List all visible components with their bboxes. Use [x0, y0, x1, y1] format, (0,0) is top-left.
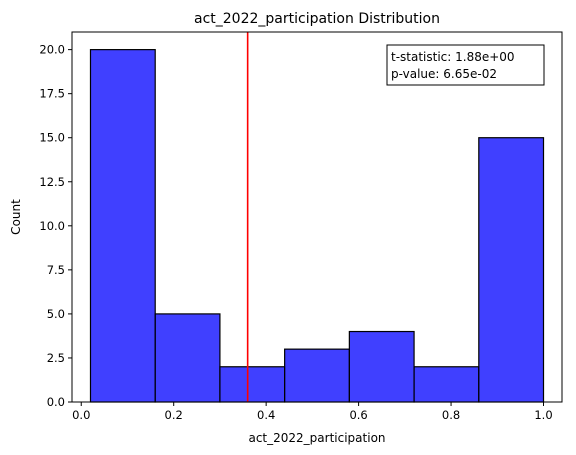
y-tick-label: 2.5: [47, 351, 65, 365]
histogram-bar-4: [284, 348, 350, 403]
y-axis-label: Count: [9, 199, 23, 235]
histogram-bar-7: [478, 137, 545, 403]
x-axis-label: act_2022_participation: [248, 431, 385, 445]
y-axis-ticks: 0.0 2.5 5.0 7.5 10.0 12.5 15.0 17.5 20.0: [39, 43, 72, 409]
y-tick-label: 15.0: [39, 131, 65, 145]
histogram-bar-3: [219, 366, 286, 403]
x-tick-label: 0.4: [257, 408, 275, 422]
bars-group: [89, 49, 545, 403]
x-tick-label: 0.2: [165, 408, 183, 422]
histogram-bar-5: [348, 330, 415, 403]
x-tick-label: 0.6: [349, 408, 367, 422]
chart-title: act_2022_participation Distribution: [194, 11, 440, 27]
x-axis-ticks: 0.0 0.2 0.4 0.6 0.8 1.0: [72, 402, 553, 422]
y-tick-label: 10.0: [39, 219, 65, 233]
y-tick-label: 17.5: [39, 87, 65, 101]
stats-box: t-statistic: 1.88e+00 p-value: 6.65e-02: [386, 44, 545, 86]
stats-t-statistic: t-statistic: 1.88e+00: [391, 50, 515, 64]
histogram-bar-2: [154, 313, 221, 403]
y-tick-label: 20.0: [39, 43, 65, 57]
plot-frame: [71, 31, 563, 403]
y-tick-label: 5.0: [47, 307, 65, 321]
stats-box-frame: [386, 44, 545, 86]
x-tick-label: 1.0: [534, 408, 552, 422]
x-tick-label: 0.0: [72, 408, 90, 422]
y-tick-label: 12.5: [39, 175, 65, 189]
histogram-bar-6: [413, 366, 480, 403]
y-tick-label: 7.5: [47, 263, 65, 277]
y-tick-label: 0.0: [47, 395, 65, 409]
x-tick-label: 0.8: [442, 408, 460, 422]
histogram-bar-1: [89, 49, 156, 403]
stats-p-value: p-value: 6.65e-02: [391, 67, 497, 81]
